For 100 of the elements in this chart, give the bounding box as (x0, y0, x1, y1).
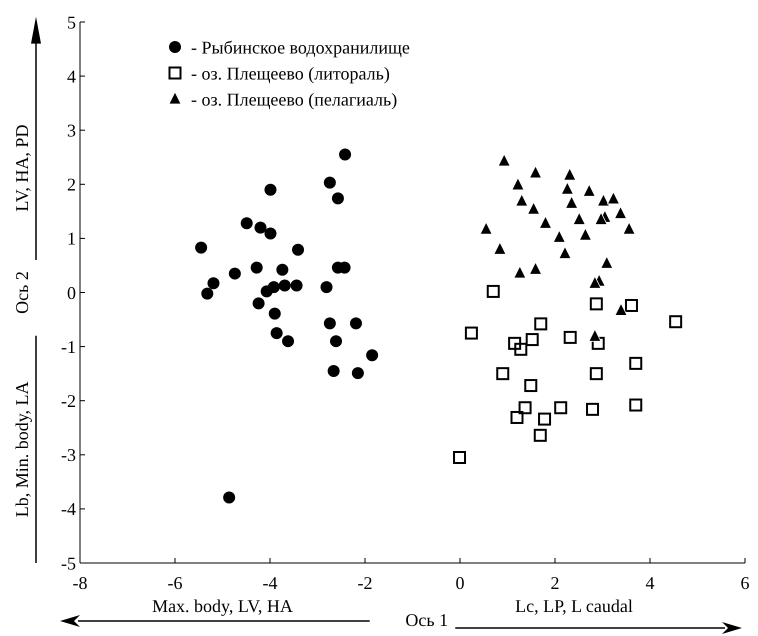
text: Lb, Min. body, LA (12, 381, 32, 518)
point (366, 349, 378, 362)
point (515, 194, 528, 206)
point (669, 315, 682, 328)
x-tick-label: -8 (72, 573, 88, 593)
y-tick-label: -3 (61, 445, 76, 466)
y-axis-title: Ось 2 (12, 271, 32, 314)
point (464, 326, 478, 340)
point (524, 379, 538, 392)
point (597, 194, 610, 206)
point (529, 166, 542, 178)
text: Max. body, LV, HA (152, 596, 293, 616)
point (278, 279, 291, 292)
point (614, 206, 627, 219)
y-tick-label: 5 (67, 12, 76, 32)
point (328, 364, 340, 377)
y-tick-label: 0 (67, 282, 76, 303)
point (526, 333, 539, 346)
point (508, 336, 522, 350)
point (292, 244, 304, 256)
point (330, 335, 342, 348)
y-tick-label: 4 (67, 66, 76, 86)
point (529, 262, 542, 275)
y-tick-label: -2 (61, 391, 76, 411)
point (268, 281, 280, 294)
point (629, 356, 642, 370)
point (588, 276, 602, 289)
point (594, 212, 608, 225)
point (518, 401, 532, 414)
point (579, 228, 592, 241)
point (207, 277, 220, 290)
text: LV, HA, PD (12, 124, 32, 212)
point (453, 451, 466, 464)
point (270, 327, 283, 340)
point (600, 256, 614, 269)
point (496, 367, 510, 380)
x-tick-label: 2 (550, 573, 560, 593)
point (264, 228, 276, 240)
point (592, 336, 605, 350)
point (282, 335, 294, 348)
point (586, 402, 600, 416)
y-tick-label: -5 (61, 553, 76, 574)
point (486, 284, 500, 298)
point (514, 342, 528, 356)
point (290, 279, 303, 292)
point (624, 298, 638, 312)
point (538, 412, 552, 426)
point (254, 222, 266, 234)
point (324, 317, 336, 330)
y-tick-label: -1 (61, 336, 76, 357)
y-tick-label: 3 (67, 120, 76, 140)
point (320, 281, 333, 294)
point (560, 182, 574, 195)
point (512, 177, 524, 190)
point (480, 222, 493, 235)
point (590, 297, 603, 310)
point (339, 148, 352, 161)
y-tick-label: -4 (61, 499, 76, 520)
x-tick-label: -6 (168, 573, 182, 593)
x-tick-label: 4 (646, 573, 654, 593)
x-tick-label: 6 (740, 573, 750, 593)
point (228, 268, 241, 280)
legend-label: - оз. Плещеево (литораль) (191, 63, 390, 84)
point (539, 216, 552, 229)
point (250, 262, 263, 274)
point (223, 492, 236, 504)
point (614, 302, 628, 316)
point (622, 222, 636, 235)
x-axis-title: Ось 1 (405, 610, 448, 630)
point (565, 196, 578, 209)
point (607, 192, 620, 204)
point (332, 192, 344, 204)
point (588, 328, 602, 342)
point (352, 367, 364, 380)
legend-label: - Рыбинское водохранилище (191, 37, 410, 58)
point (572, 212, 586, 225)
point (201, 288, 214, 300)
legend-label: - оз. Плещеево (пелагиаль) (191, 89, 398, 110)
point (324, 176, 336, 189)
point (582, 184, 596, 197)
point (564, 330, 577, 344)
point (195, 242, 208, 254)
point (510, 410, 524, 424)
point (268, 308, 281, 320)
point (563, 168, 576, 181)
point (629, 398, 642, 412)
x-tick-label: -2 (358, 573, 372, 593)
point (264, 184, 276, 196)
text: Lc, LP, L caudal (515, 596, 633, 616)
point (590, 367, 603, 380)
point (252, 297, 265, 310)
point (494, 242, 506, 255)
point (498, 154, 511, 166)
point (554, 401, 568, 414)
y-tick-label: 2 (67, 174, 76, 195)
point (534, 428, 547, 442)
point (513, 266, 526, 278)
point (240, 217, 253, 230)
x-tick-label: -4 (262, 573, 278, 593)
y-tick-label: 1 (67, 228, 76, 249)
